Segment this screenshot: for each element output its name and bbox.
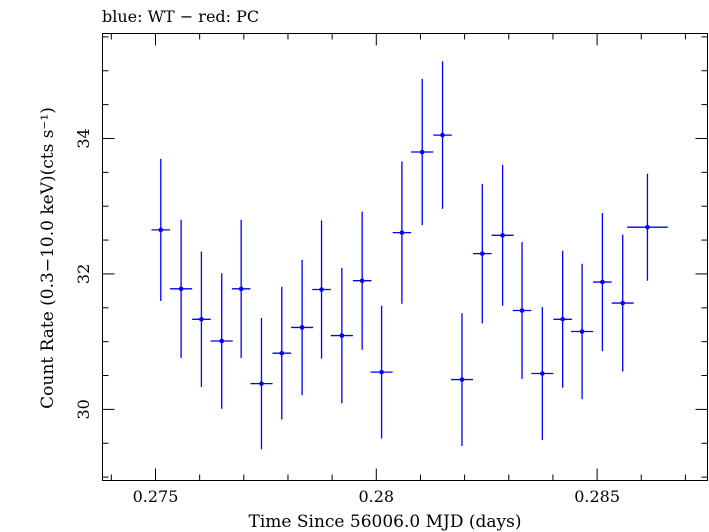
data-point <box>170 219 193 358</box>
data-point <box>512 242 532 379</box>
data-point <box>312 220 331 359</box>
data-point <box>370 305 393 439</box>
data-point <box>272 286 292 420</box>
x-tick-label: 0.28 <box>358 487 394 506</box>
data-point <box>433 61 452 209</box>
point-marker <box>440 132 445 138</box>
point-marker <box>600 279 605 285</box>
data-point <box>593 212 612 352</box>
point-marker <box>645 224 650 230</box>
data-point <box>192 251 211 388</box>
x-tick-label: 0.285 <box>574 487 620 506</box>
y-tick-label: 30 <box>74 399 93 419</box>
y-axis-ticks: 30 32 34 <box>74 36 708 478</box>
data-point <box>571 263 594 400</box>
point-marker <box>359 278 365 284</box>
data-point <box>473 183 492 324</box>
point-marker <box>579 329 585 334</box>
point-marker <box>319 287 324 292</box>
chart-title: blue: WT − red: PC <box>102 7 259 26</box>
point-marker <box>238 286 244 292</box>
x-tick-label: 0.275 <box>133 487 179 506</box>
data-point <box>250 317 273 450</box>
data-point <box>491 164 514 306</box>
data-point <box>411 78 434 226</box>
point-marker <box>158 227 164 233</box>
point-marker <box>459 377 465 382</box>
x-axis-label: Time Since 56006.0 MJD (days) <box>249 512 522 532</box>
y-tick-label: 34 <box>74 128 93 148</box>
x-axis-ticks: 0.275 0.28 0.285 <box>110 33 686 506</box>
point-marker <box>399 230 405 235</box>
point-marker <box>279 350 285 356</box>
data-point <box>450 313 474 446</box>
point-marker <box>199 317 204 322</box>
point-marker <box>540 371 545 376</box>
point-marker <box>178 286 184 292</box>
data-point <box>553 250 572 388</box>
data-point <box>210 273 233 409</box>
plot-frame <box>102 33 708 481</box>
point-marker <box>379 369 384 375</box>
data-points <box>151 61 668 450</box>
data-point <box>151 158 171 302</box>
point-marker <box>519 308 525 313</box>
data-point <box>352 211 372 350</box>
data-point <box>330 267 353 404</box>
point-marker <box>339 333 345 338</box>
data-point <box>231 219 251 358</box>
y-axis-label: Count Rate (0.3−10.0 keV)(cts s⁻¹) <box>38 107 58 409</box>
point-marker <box>219 338 225 344</box>
data-point <box>392 161 412 304</box>
point-marker <box>560 317 565 322</box>
point-marker <box>419 149 425 155</box>
y-tick-label: 32 <box>74 264 93 284</box>
point-marker <box>620 300 626 306</box>
point-marker <box>299 325 305 330</box>
data-point <box>291 259 314 396</box>
data-point <box>531 307 554 440</box>
point-marker <box>500 233 505 238</box>
data-point <box>627 173 668 281</box>
point-marker <box>479 251 485 256</box>
point-marker <box>259 381 264 386</box>
data-point <box>611 234 634 372</box>
